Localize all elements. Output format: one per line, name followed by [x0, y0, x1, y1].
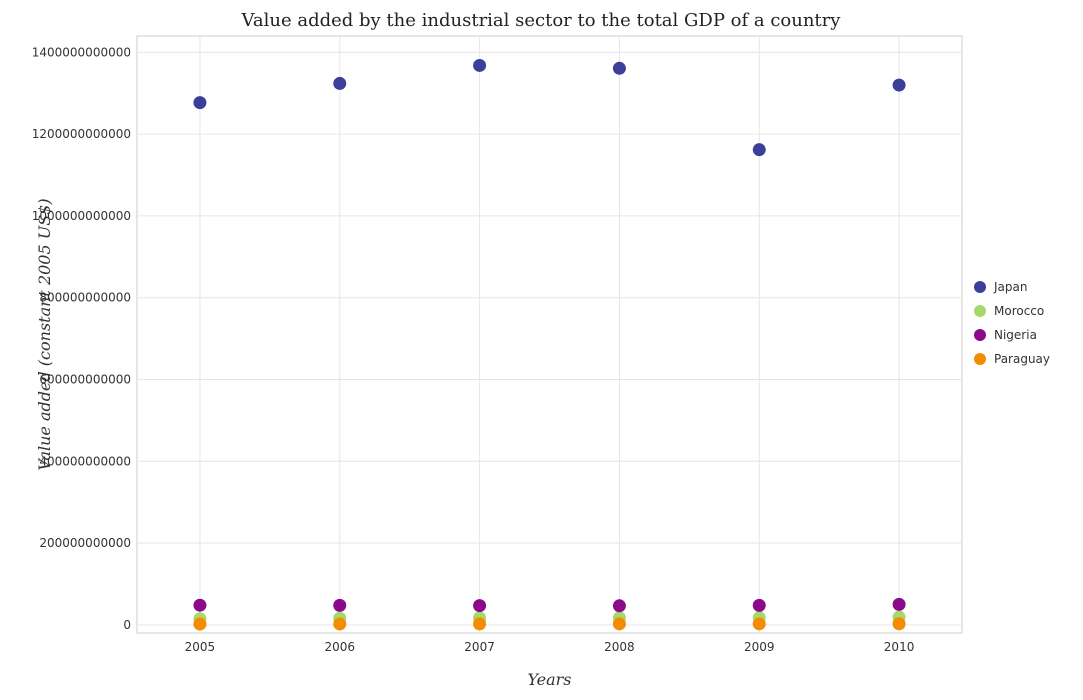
- data-point-nigeria: [752, 598, 766, 612]
- x-tick-label: 2009: [744, 640, 775, 654]
- legend-marker-nigeria: [974, 329, 986, 341]
- data-point-paraguay: [473, 617, 487, 631]
- y-axis-label: Value added (constant 2005 US$): [35, 198, 54, 470]
- y-tick-label: 0: [123, 618, 131, 632]
- y-tick-label: 1200000000000: [32, 127, 131, 141]
- data-point-nigeria: [193, 598, 207, 612]
- data-point-nigeria: [612, 599, 626, 613]
- x-ticks: 2005 2006 2007 2008 2009 2010: [185, 640, 915, 654]
- chart-title: Value added by the industrial sector to …: [241, 10, 842, 31]
- data-point-paraguay: [752, 617, 766, 631]
- legend-marker-morocco: [974, 305, 986, 317]
- data-point-paraguay: [333, 617, 347, 631]
- y-tick-label: 400000000000: [39, 454, 131, 468]
- y-tick-label: 600000000000: [39, 372, 131, 386]
- data-point-paraguay: [193, 617, 207, 631]
- legend-label-paraguay: Paraguay: [994, 352, 1050, 366]
- y-tick-label: 800000000000: [39, 291, 131, 305]
- x-axis-label: Years: [527, 670, 571, 689]
- data-point-japan: [193, 96, 207, 110]
- legend-marker-paraguay: [974, 353, 986, 365]
- data-point-japan: [752, 143, 766, 157]
- legend-label-japan: Japan: [993, 280, 1027, 294]
- y-tick-label: 200000000000: [39, 536, 131, 550]
- legend: Japan Morocco Nigeria Paraguay: [974, 280, 1050, 366]
- x-tick-label: 2010: [884, 640, 915, 654]
- data-point-paraguay: [892, 617, 906, 631]
- data-point-nigeria: [892, 597, 906, 611]
- data-points: [193, 58, 906, 631]
- y-tick-label: 1400000000000: [32, 45, 131, 59]
- data-point-japan: [473, 58, 487, 72]
- x-tick-label: 2007: [464, 640, 495, 654]
- grid: [137, 36, 962, 633]
- data-point-japan: [892, 78, 906, 92]
- x-tick-label: 2008: [604, 640, 635, 654]
- data-point-paraguay: [612, 617, 626, 631]
- legend-marker-japan: [974, 281, 986, 293]
- plot-area: [136, 35, 963, 634]
- legend-label-morocco: Morocco: [994, 304, 1044, 318]
- y-ticks: 0 200000000000 400000000000 600000000000 800…: [32, 45, 131, 631]
- data-point-nigeria: [333, 598, 347, 612]
- y-tick-label: 1000000000000: [32, 209, 131, 223]
- data-point-nigeria: [473, 599, 487, 613]
- x-tick-label: 2006: [324, 640, 355, 654]
- data-point-japan: [612, 61, 626, 75]
- legend-label-nigeria: Nigeria: [994, 328, 1037, 342]
- data-point-japan: [333, 76, 347, 90]
- x-tick-label: 2005: [185, 640, 216, 654]
